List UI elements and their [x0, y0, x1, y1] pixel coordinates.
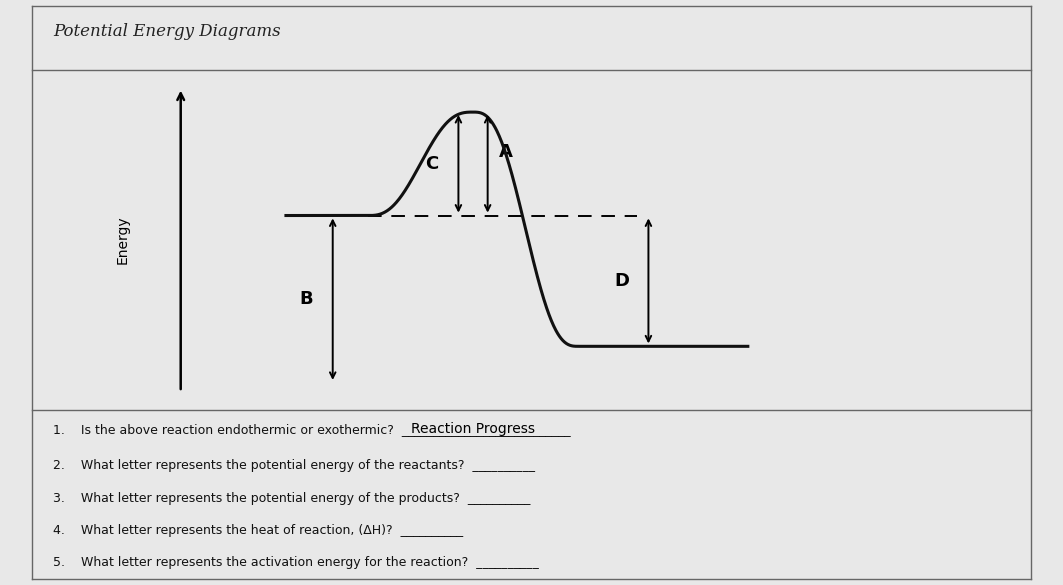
Text: Potential Energy Diagrams: Potential Energy Diagrams: [53, 23, 281, 40]
Text: 1.    Is the above reaction endothermic or exothermic?  ________________________: 1. Is the above reaction endothermic or …: [53, 424, 571, 436]
Text: D: D: [614, 272, 629, 290]
Text: 2.    What letter represents the potential energy of the reactants?  __________: 2. What letter represents the potential …: [53, 459, 535, 472]
Text: Reaction Progress: Reaction Progress: [411, 422, 535, 436]
Text: 4.    What letter represents the heat of reaction, (ΔH)?  __________: 4. What letter represents the heat of re…: [53, 524, 463, 537]
Text: A: A: [500, 143, 513, 161]
Text: C: C: [425, 155, 439, 173]
Text: 3.    What letter represents the potential energy of the products?  __________: 3. What letter represents the potential …: [53, 492, 530, 505]
Text: 5.    What letter represents the activation energy for the reaction?  __________: 5. What letter represents the activation…: [53, 556, 539, 569]
Text: Energy: Energy: [115, 215, 130, 264]
Text: B: B: [300, 290, 314, 308]
